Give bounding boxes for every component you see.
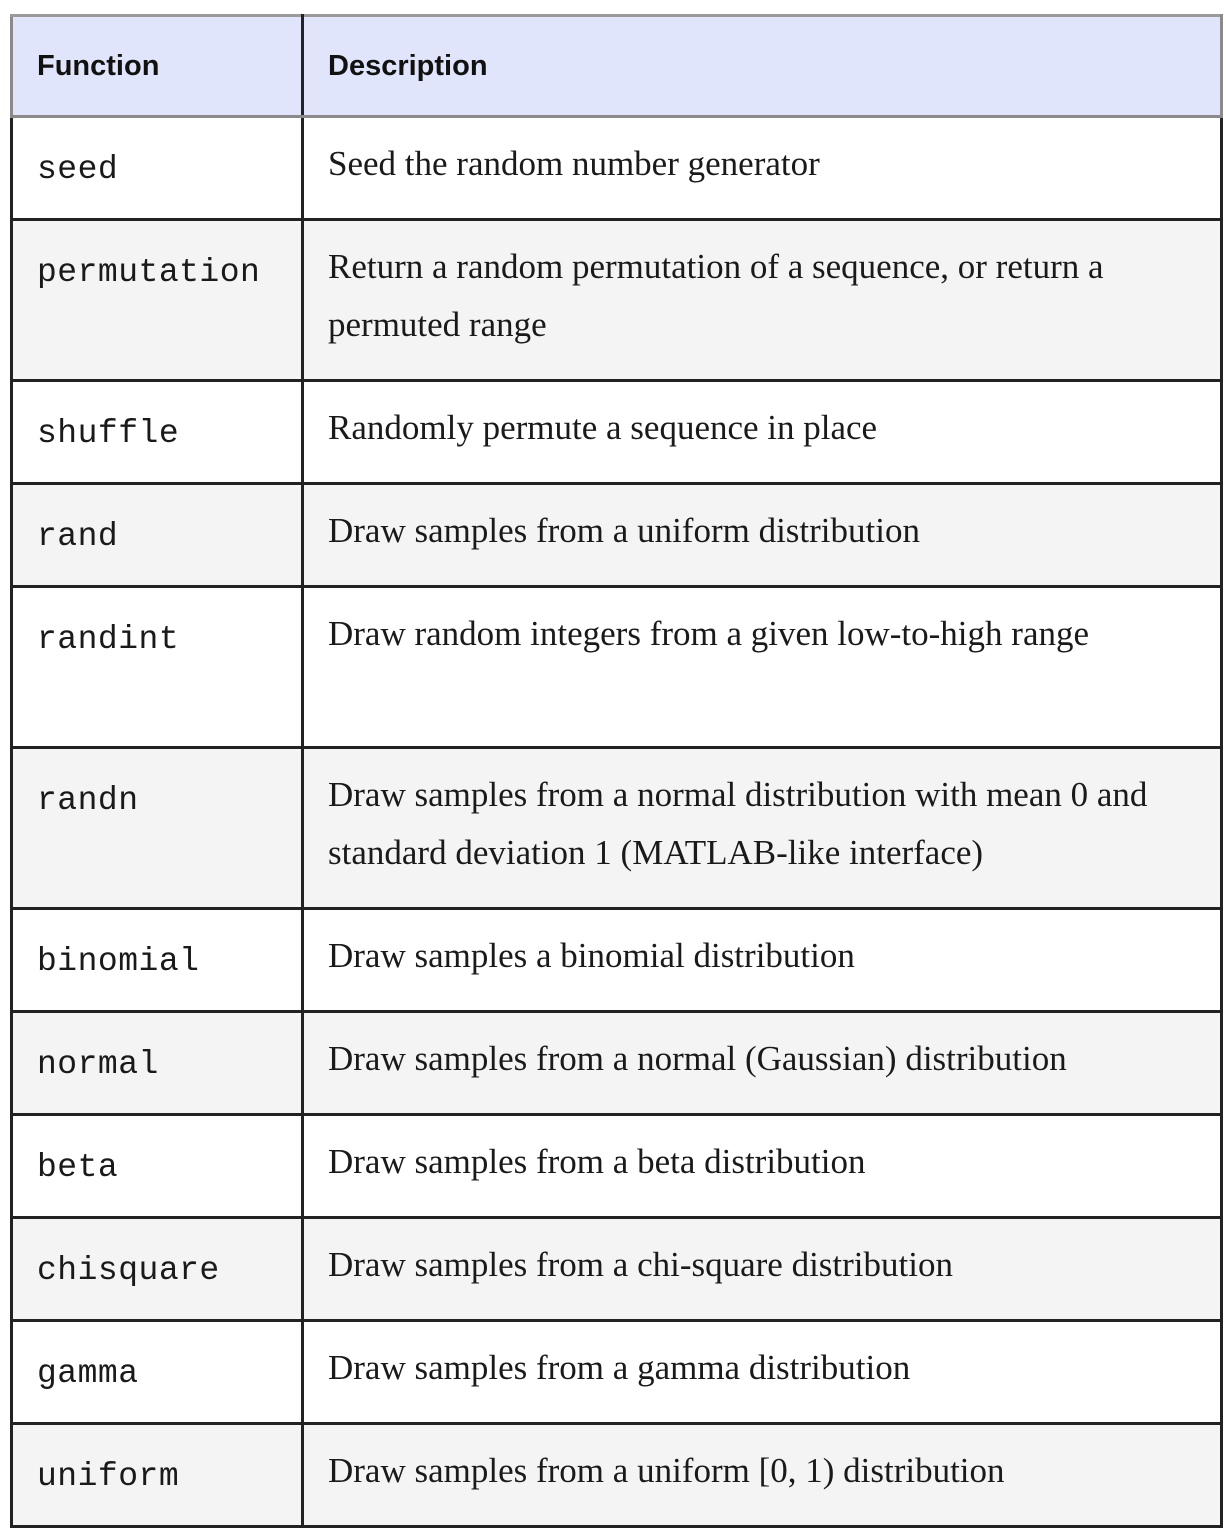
- function-name-cell: shuffle: [10, 379, 304, 485]
- function-name-cell: gamma: [10, 1319, 304, 1425]
- table-row: chisquare Draw samples from a chi-square…: [10, 1216, 1223, 1322]
- description-cell: Draw random integers from a given low-to…: [301, 585, 1223, 749]
- function-description: Draw samples a binomial distribution: [328, 936, 855, 975]
- function-name: chisquare: [37, 1252, 220, 1289]
- header-row: Function Description: [10, 14, 1223, 118]
- description-cell: Draw samples from a normal distribution …: [301, 746, 1223, 910]
- table-row: randint Draw random integers from a give…: [10, 585, 1223, 749]
- function-description: Seed the random number generator: [328, 144, 820, 183]
- function-name-cell: permutation: [10, 218, 304, 382]
- function-name: randn: [37, 782, 139, 819]
- table-row: binomial Draw samples a binomial distrib…: [10, 907, 1223, 1013]
- description-cell: Draw samples from a uniform distribution: [301, 482, 1223, 588]
- description-cell: Randomly permute a sequence in place: [301, 379, 1223, 485]
- description-cell: Draw samples from a uniform [0, 1) distr…: [301, 1422, 1223, 1528]
- table-row: shuffle Randomly permute a sequence in p…: [10, 379, 1223, 485]
- function-name-cell: beta: [10, 1113, 304, 1219]
- table-row: uniform Draw samples from a uniform [0, …: [10, 1422, 1223, 1528]
- function-description: Draw samples from a beta distribution: [328, 1142, 866, 1181]
- function-name-cell: seed: [10, 115, 304, 221]
- function-name: binomial: [37, 943, 200, 980]
- function-description: Randomly permute a sequence in place: [328, 408, 878, 447]
- function-description: Draw random integers from a given low-to…: [328, 614, 1090, 653]
- function-name: beta: [37, 1149, 119, 1186]
- function-description: Draw samples from a normal (Gaussian) di…: [328, 1039, 1067, 1078]
- function-description: Return a random permutation of a sequenc…: [328, 247, 1104, 344]
- table-row: randn Draw samples from a normal distrib…: [10, 746, 1223, 910]
- table-header: Function Description: [10, 14, 1223, 118]
- function-name-cell: randint: [10, 585, 304, 749]
- function-name-cell: chisquare: [10, 1216, 304, 1322]
- function-name: normal: [37, 1046, 159, 1083]
- table-row: gamma Draw samples from a gamma distribu…: [10, 1319, 1223, 1425]
- description-cell: Draw samples from a normal (Gaussian) di…: [301, 1010, 1223, 1116]
- table-row: normal Draw samples from a normal (Gauss…: [10, 1010, 1223, 1116]
- description-cell: Draw samples a binomial distribution: [301, 907, 1223, 1013]
- function-name: shuffle: [37, 415, 180, 452]
- description-cell: Return a random permutation of a sequenc…: [301, 218, 1223, 382]
- table-row: permutation Return a random permutation …: [10, 218, 1223, 382]
- function-description: Draw samples from a uniform distribution: [328, 511, 920, 550]
- table-body: seed Seed the random number generator pe…: [10, 115, 1223, 1528]
- function-name-cell: binomial: [10, 907, 304, 1013]
- function-name: gamma: [37, 1355, 139, 1392]
- function-description: Draw samples from a chi-square distribut…: [328, 1245, 953, 1284]
- header-function: Function: [10, 14, 304, 118]
- function-name-cell: randn: [10, 746, 304, 910]
- table-row: seed Seed the random number generator: [10, 115, 1223, 221]
- function-name: rand: [37, 518, 119, 555]
- function-table: Function Description seed Seed the rando…: [10, 14, 1223, 1528]
- table-row: rand Draw samples from a uniform distrib…: [10, 482, 1223, 588]
- function-name: randint: [37, 621, 180, 658]
- description-cell: Seed the random number generator: [301, 115, 1223, 221]
- function-name: permutation: [37, 254, 261, 291]
- function-description: Draw samples from a gamma distribution: [328, 1348, 911, 1387]
- function-name-cell: rand: [10, 482, 304, 588]
- function-name-cell: uniform: [10, 1422, 304, 1528]
- function-name: uniform: [37, 1458, 180, 1495]
- description-cell: Draw samples from a chi-square distribut…: [301, 1216, 1223, 1322]
- function-name: seed: [37, 151, 119, 188]
- table-row: beta Draw samples from a beta distributi…: [10, 1113, 1223, 1219]
- function-description: Draw samples from a uniform [0, 1) distr…: [328, 1451, 1005, 1490]
- function-description: Draw samples from a normal distribution …: [328, 775, 1148, 872]
- function-name-cell: normal: [10, 1010, 304, 1116]
- description-cell: Draw samples from a beta distribution: [301, 1113, 1223, 1219]
- header-description: Description: [301, 14, 1223, 118]
- description-cell: Draw samples from a gamma distribution: [301, 1319, 1223, 1425]
- function-table-container: Function Description seed Seed the rando…: [10, 14, 1223, 1528]
